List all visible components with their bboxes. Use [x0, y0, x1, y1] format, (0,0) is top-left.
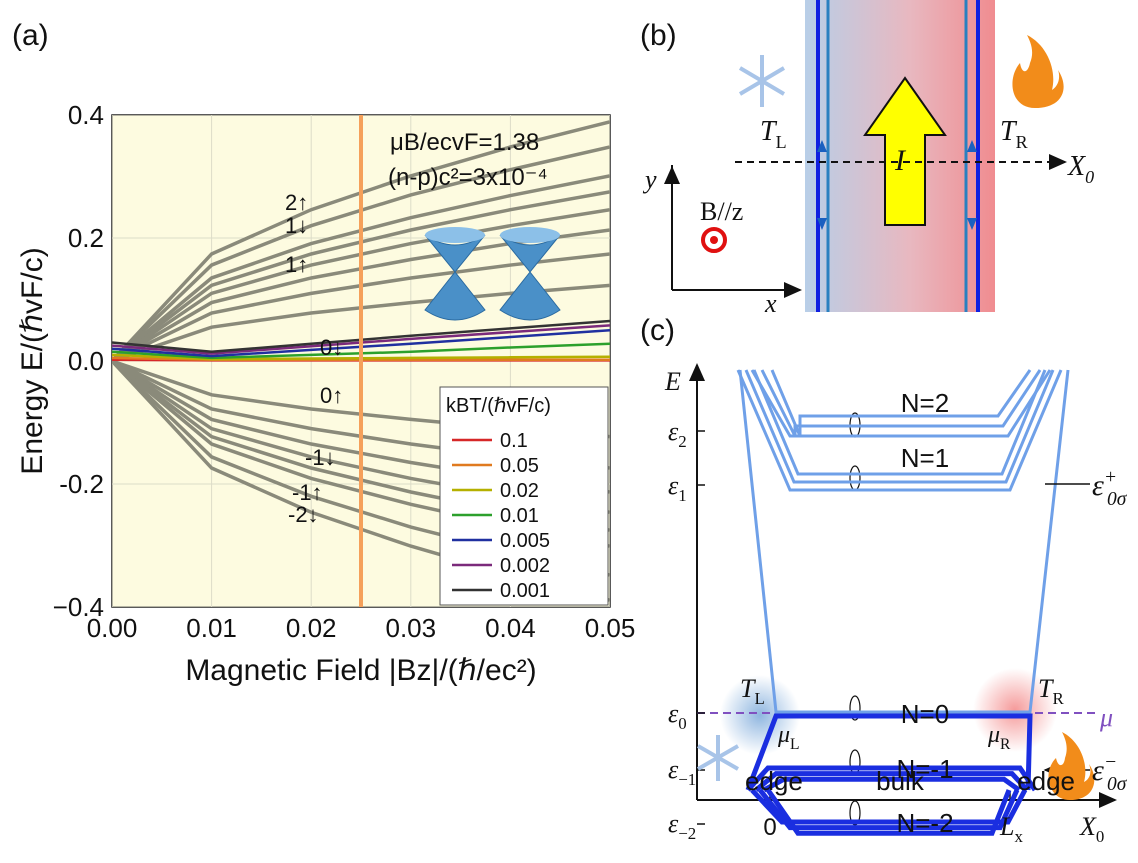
text-part: −2 [678, 824, 696, 843]
x-tick: 0 [763, 814, 776, 841]
field-label: B//z [700, 197, 743, 226]
text-part: μ [777, 722, 790, 748]
text: X [1067, 151, 1086, 182]
text-part: 1 [678, 486, 686, 505]
axis-label: E [664, 367, 681, 396]
y-tick-label: 0.4 [68, 100, 104, 130]
label: ε+0σ [1092, 467, 1128, 510]
text-part: μ [987, 722, 1000, 748]
text-part: ε [1092, 469, 1104, 502]
snowflake [740, 55, 784, 107]
x-tick-label: 0.02 [286, 613, 337, 643]
x-tick-label: 0.05 [585, 613, 636, 643]
axis-label: y [642, 165, 657, 194]
x-tick-label: 0.00 [87, 613, 138, 643]
text-part: ε [1092, 754, 1104, 787]
legend-label: 0.05 [500, 455, 539, 477]
region-label: edge [745, 766, 803, 796]
text-part: 2 [678, 432, 686, 451]
t-right: TR [1000, 116, 1028, 152]
annotation: μB/ecvF=1.38 [390, 129, 539, 156]
panel-c: (c) EX0ε2ε1ε0ε−1ε−2N=2N=1N=0N=-1N=-2edge… [640, 314, 1128, 846]
mu-label: μ [1099, 703, 1113, 732]
text-part: 0 [678, 714, 686, 733]
legend-label: 0.005 [500, 530, 550, 552]
y-tick-label: 0.2 [68, 223, 104, 253]
x-tick-label: 0.03 [385, 613, 436, 643]
x-tick-label: 0.01 [186, 613, 237, 643]
level-name: N=2 [901, 388, 949, 418]
label: ε−0σ [1092, 752, 1128, 795]
text-part: 0σ [1107, 489, 1128, 510]
y-tick-label: 0.0 [68, 346, 104, 376]
text-part: −1 [678, 770, 696, 789]
x-axis-label: Magnetic Field |Bz|/(ℏ/ec²) [185, 654, 536, 687]
text-part: − [1104, 752, 1117, 773]
y-tick-label: -0.2 [59, 469, 104, 499]
annotation: (n-p)c²=3x10⁻⁴ [388, 164, 548, 191]
text-part: L [790, 736, 800, 753]
label: ε0 [668, 699, 687, 733]
text-part: X [1079, 812, 1097, 841]
level-label: -1↓ [305, 445, 336, 470]
text: L [776, 132, 787, 152]
legend-label: 0.01 [500, 505, 539, 527]
y-axis-label: Energy E/(ℏvF/c) [16, 247, 49, 474]
cone-top [425, 227, 485, 243]
text-part: R [1052, 689, 1064, 708]
label: ε−2 [668, 809, 696, 843]
label: ε1 [668, 471, 687, 505]
legend-label: 0.02 [500, 480, 539, 502]
panel-label: (b) [640, 19, 677, 52]
t-left: TL [760, 116, 787, 152]
text-part: L [999, 812, 1014, 841]
level-name: N=1 [901, 443, 949, 473]
text-part: + [1104, 467, 1117, 488]
cone-top [500, 227, 560, 243]
level-label: 1↓ [285, 213, 308, 238]
text-part: R [1000, 736, 1011, 753]
level-label: 1↑ [285, 252, 308, 277]
label: ε−1 [668, 755, 696, 789]
text-part: L [754, 689, 764, 708]
field-symbol [710, 236, 718, 244]
label: ε2 [668, 417, 687, 451]
text: 0 [1085, 167, 1094, 187]
text-part: 0 [1096, 827, 1104, 846]
region-label: bulk [876, 766, 925, 796]
level-line [754, 370, 1045, 474]
axis-label: x [764, 289, 777, 318]
legend-label: 0.1 [500, 430, 528, 452]
level-name: N=-2 [896, 808, 953, 838]
panel-b: (b) I X0 TL TR y x B//z [640, 0, 1094, 318]
legend: kBT/(ℏvF/c) 0.1 0.05 0.02 0.01 0.005 0.002 0.00… [440, 387, 608, 605]
legend-title: kBT/(ℏvF/c) [446, 395, 551, 417]
legend-label: 0.001 [500, 580, 550, 602]
axes [672, 165, 800, 290]
figure: (a)−0.4-0.20.00.20.40.000.010.020.030.04… [0, 0, 1138, 858]
legend-label: 0.002 [500, 555, 550, 577]
panel-label: (a) [12, 19, 49, 52]
level-label: -2↓ [288, 502, 319, 527]
x0-label: X0 [1067, 151, 1094, 187]
text-part: x [1014, 827, 1023, 846]
text: R [1016, 132, 1028, 152]
label: TR [1038, 674, 1064, 708]
flame [1012, 35, 1063, 108]
panel-label: (c) [640, 314, 675, 347]
level-label: 2↑ [285, 190, 308, 215]
x-tick-label: 0.04 [485, 613, 536, 643]
label: Lx [999, 812, 1023, 846]
text-part: 0σ [1107, 774, 1128, 795]
region-label: edge [1017, 766, 1075, 796]
level-name: N=0 [901, 699, 949, 729]
level-label: 0↑ [320, 383, 343, 408]
label: X0 [1079, 812, 1104, 846]
level-label: 0↓ [320, 335, 343, 360]
